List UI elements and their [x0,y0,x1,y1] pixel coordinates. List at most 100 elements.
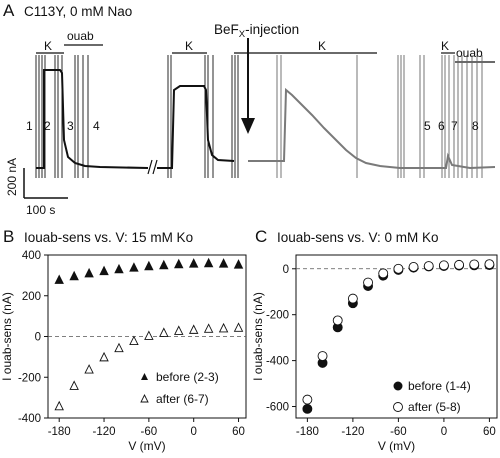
legend-c-after: after (5-8) [408,400,461,414]
data-point-after [332,315,343,326]
data-point-after [144,330,154,340]
panel-a: A C113Y, 0 mM Nao K ouab K K K ouab BeFX… [3,1,496,217]
data-point-after [484,259,495,270]
legend-c-filled-circle [393,381,403,391]
panel-c-ylabel: I ouab-sens (nA) [251,292,265,381]
data-point-after [203,323,214,333]
data-point-before [69,270,79,281]
data-point-after [99,351,109,362]
y-tick-label: -400 [266,356,289,368]
data-point-after [233,322,244,332]
legend-c-before: before (1-4) [408,379,471,393]
data-point-after [159,327,169,337]
panel-c-letter: C [255,227,267,246]
befx-arrow [241,38,255,134]
data-point-after [469,259,480,270]
panel-b: B Iouab-sens vs. V: 15 mM Ko -180 -120 -60… [0,227,247,453]
panel-b-ylabel: I ouab-sens (nA) [0,292,14,381]
y-tick-label: -200 [266,310,289,322]
k-label-3: K [318,39,326,53]
data-point-before [174,258,184,269]
data-point-after [174,325,184,335]
legend-b-open-triangle [140,393,149,403]
y-tick-label: -600 [266,402,289,414]
marker-8: 8 [472,119,479,133]
scale-current-label: 200 nA [5,158,19,196]
panel-c-title: Iouab-sens vs. V: 0 mM Ko [277,230,439,245]
axis-break [147,159,158,175]
marker-6: 6 [438,119,445,133]
data-point-before [99,265,109,276]
panel-b-letter: B [3,227,14,246]
k-label-1: K [44,39,52,53]
data-point-before [144,260,154,271]
marker-5: 5 [424,119,431,133]
legend-b-after: after (6-7) [156,392,209,406]
data-point-after [69,380,79,390]
k-label-4: K [441,39,449,53]
x-tick-label: -180 [48,426,71,438]
solution-bars [36,44,495,63]
trace-before-1 [36,69,149,169]
panel-b-legend: before (2-3) after (6-7) [140,370,219,406]
data-point-after [347,293,358,304]
data-point-after [114,342,124,353]
data-point-after [84,364,94,374]
x-tick-label: -60 [390,426,407,438]
data-point-after [188,324,199,334]
marker-1: 1 [26,119,33,133]
x-tick-label: -60 [141,426,158,438]
data-point-before [129,262,139,272]
y-tick-label: -400 [18,413,41,425]
data-point-after [317,351,328,361]
scale-time-label: 100 s [26,203,55,217]
y-tick-label: 0 [35,332,41,344]
data-point-before [302,403,313,414]
data-point-after [378,268,389,279]
x-tick-label: -120 [93,426,116,438]
data-point-after [54,400,64,411]
data-point-after [363,277,374,288]
data-point-after [218,322,229,333]
panel-c-xlabel: V (mV) [378,439,415,453]
data-point-before [233,259,244,269]
data-point-before [84,267,94,278]
befx-label: BeFX-injection [214,22,299,40]
data-point-after [408,261,419,272]
marker-4: 4 [93,119,100,133]
data-point-before [203,257,214,268]
y-tick-label: 0 [283,264,289,276]
marker-3: 3 [67,119,74,133]
marker-7: 7 [451,119,458,133]
plot-frame [295,254,498,419]
legend-b-before: before (2-3) [156,370,219,384]
data-point-after [423,261,434,271]
panel-a-title: C113Y, 0 mM Nao [24,4,132,19]
data-point-before [218,258,229,268]
time-markers-gray [276,55,483,178]
data-point-before [159,259,169,270]
data-point-after [302,394,313,405]
legend-b-filled-triangle [141,373,148,380]
data-point-after [438,260,449,271]
x-tick-label: -180 [296,426,319,438]
panel-b-title: Iouab-sens vs. V: 15 mM Ko [24,230,193,245]
x-tick-label: 0 [441,426,447,438]
x-tick-label: -120 [341,426,364,438]
panel-a-letter: A [3,1,15,20]
data-point-before [188,258,199,268]
y-tick-label: -200 [18,372,41,384]
trace-after [248,87,496,170]
data-point-after [129,335,139,346]
data-point-before [114,263,124,274]
panel-c: C Iouab-sens vs. V: 0 mM Ko -180 -120 -60 0… [251,227,498,453]
data-point-before [54,274,64,284]
ouab-label-2: ouab [456,46,483,60]
legend-c-open-circle [393,402,403,412]
x-tick-label: 60 [483,426,496,438]
marker-2: 2 [44,119,51,133]
y-tick-label: 400 [22,250,41,262]
ouab-label-1: ouab [67,29,94,43]
panel-c-legend: before (1-4) after (5-8) [393,379,471,414]
